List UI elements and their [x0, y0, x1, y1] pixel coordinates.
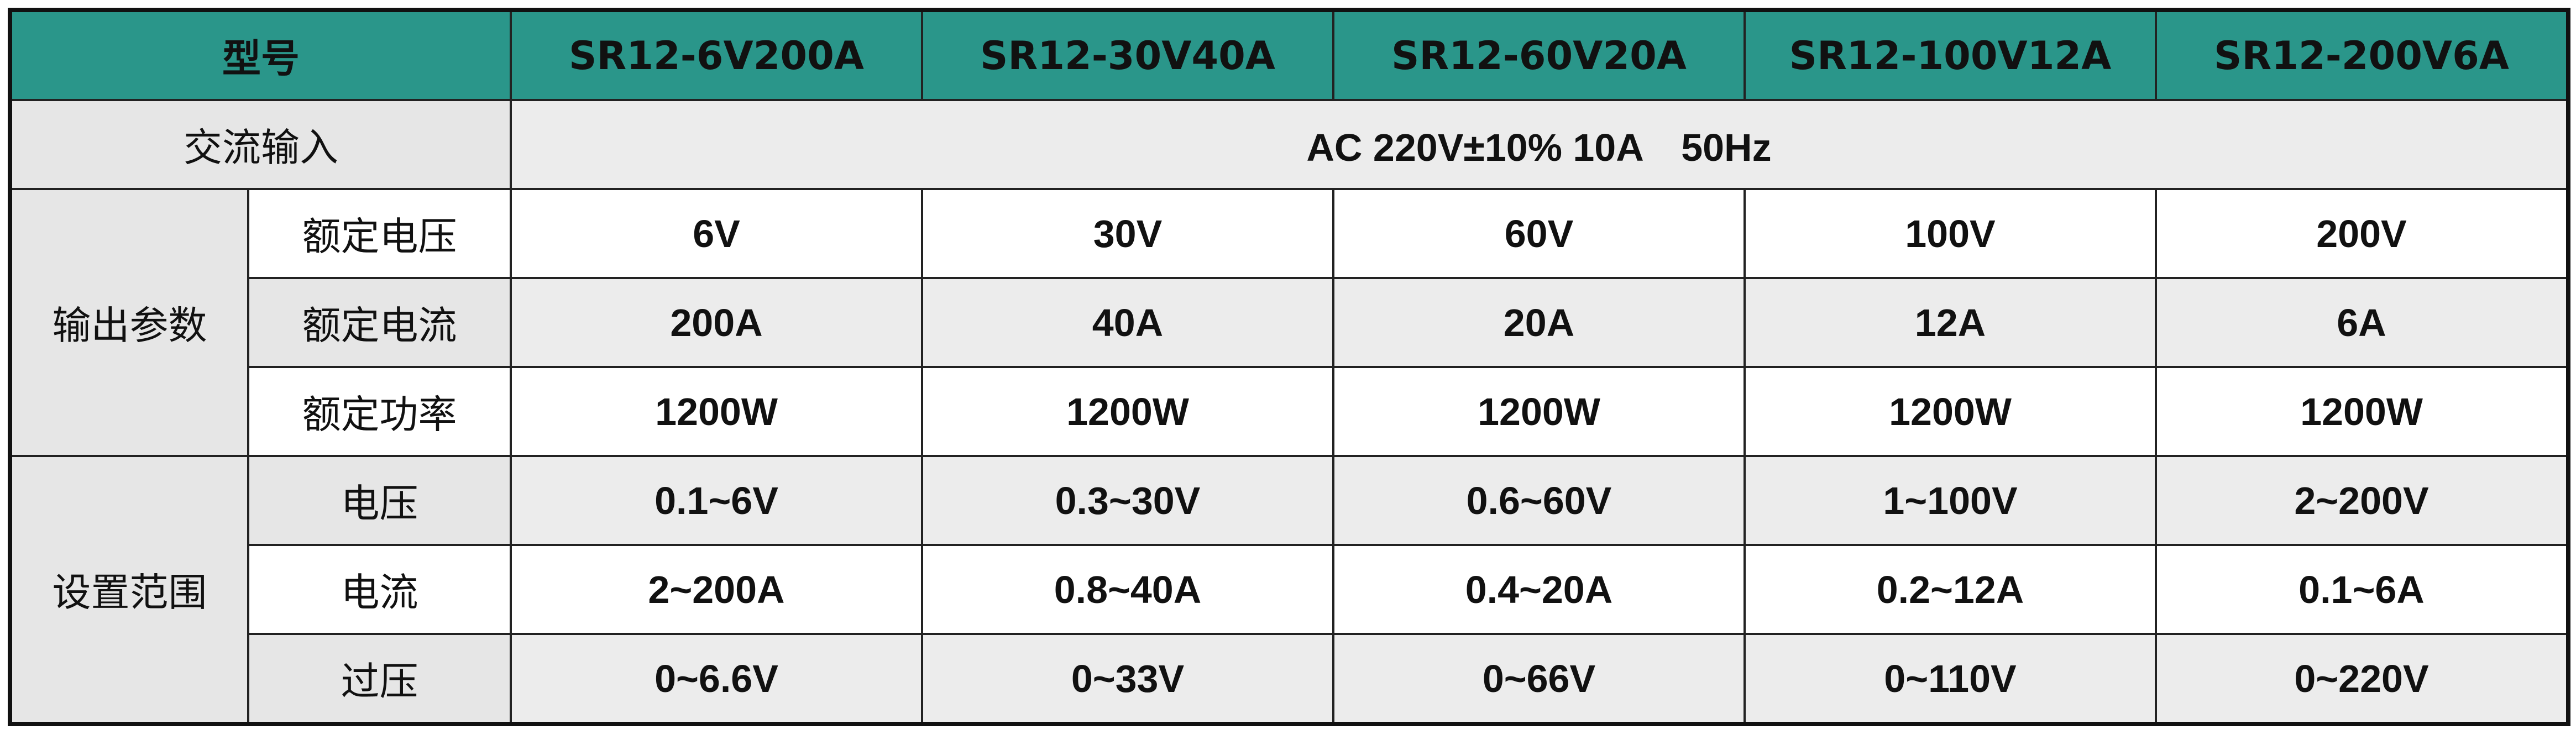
table-row: 额定电流 200A 40A 20A 12A 6A [10, 277, 2569, 368]
param-value: 0~33V [921, 633, 1334, 725]
table-row: 过压 0~6.6V 0~33V 0~66V 0~110V 0~220V [10, 633, 2569, 725]
table-body: 型号 SR12-6V200A SR12-30V40A SR12-60V20A SR12-… [9, 9, 2569, 725]
model-name: SR12-30V40A [921, 9, 1334, 101]
param-value: 0~220V [2155, 633, 2569, 725]
group-label: 输出参数 [9, 188, 249, 457]
param-value: 1200W [510, 366, 923, 457]
param-value: 0.1~6A [2155, 544, 2569, 635]
param-value: 0.2~12A [1743, 544, 2157, 635]
spec-table: 型号 SR12-6V200A SR12-30V40A SR12-60V20A SR12-… [8, 8, 2570, 726]
model-name: SR12-60V20A [1332, 9, 1746, 101]
param-value: 40A [921, 277, 1334, 368]
model-name: SR12-200V6A [2155, 9, 2569, 101]
ac-input-value: AC 220V±10% 10A 50Hz [510, 99, 2569, 190]
param-value: 0.3~30V [921, 455, 1334, 546]
param-value: 1200W [1332, 366, 1746, 457]
param-value: 2~200V [2155, 455, 2569, 546]
row-label: 交流输入 [9, 99, 512, 190]
param-value: 1~100V [1743, 455, 2157, 546]
param-value: 0~6.6V [510, 633, 923, 725]
param-value: 30V [921, 188, 1334, 279]
param-value: 200A [510, 277, 923, 368]
param-value: 0.6~60V [1332, 455, 1746, 546]
model-name: SR12-100V12A [1743, 9, 2157, 101]
param-value: 1200W [1743, 366, 2157, 457]
param-value: 1200W [2155, 366, 2569, 457]
table-row: 交流输入 AC 220V±10% 10A 50Hz [9, 99, 2569, 190]
table-row: 型号 SR12-6V200A SR12-30V40A SR12-60V20A SR12-… [9, 9, 2569, 101]
param-label: 额定功率 [247, 366, 512, 457]
param-label: 电流 [247, 544, 512, 635]
table-row: 额定功率 1200W 1200W 1200W 1200W 1200W [10, 366, 2569, 457]
group-label: 设置范围 [9, 455, 249, 725]
header-label: 型号 [9, 9, 512, 101]
param-value: 60V [1332, 188, 1746, 279]
param-value: 0.8~40A [921, 544, 1334, 635]
table-row: 输出参数 额定电压 6V 30V 60V 100V 200V [9, 188, 2569, 457]
table-row: 设置范围 电压 0.1~6V 0.3~30V 0.6~60V 1~100V 2~200V [9, 455, 2569, 725]
table-row: 电流 2~200A 0.8~40A 0.4~20A 0.2~12A 0.1~6A [10, 544, 2569, 635]
param-value: 12A [1743, 277, 2157, 368]
param-value: 2~200A [510, 544, 923, 635]
param-value: 100V [1743, 188, 2157, 279]
param-label: 额定电流 [247, 277, 512, 368]
param-value: 1200W [921, 366, 1334, 457]
param-value: 0~66V [1332, 633, 1746, 725]
param-label: 过压 [247, 633, 512, 725]
param-value: 0~110V [1743, 633, 2157, 725]
param-value: 20A [1332, 277, 1746, 368]
param-value: 6A [2155, 277, 2569, 368]
param-value: 200V [2155, 188, 2569, 279]
param-label: 电压 [247, 455, 512, 546]
model-name: SR12-6V200A [510, 9, 923, 101]
param-value: 0.1~6V [510, 455, 923, 546]
param-value: 0.4~20A [1332, 544, 1746, 635]
param-label: 额定电压 [247, 188, 512, 279]
param-value: 6V [510, 188, 923, 279]
